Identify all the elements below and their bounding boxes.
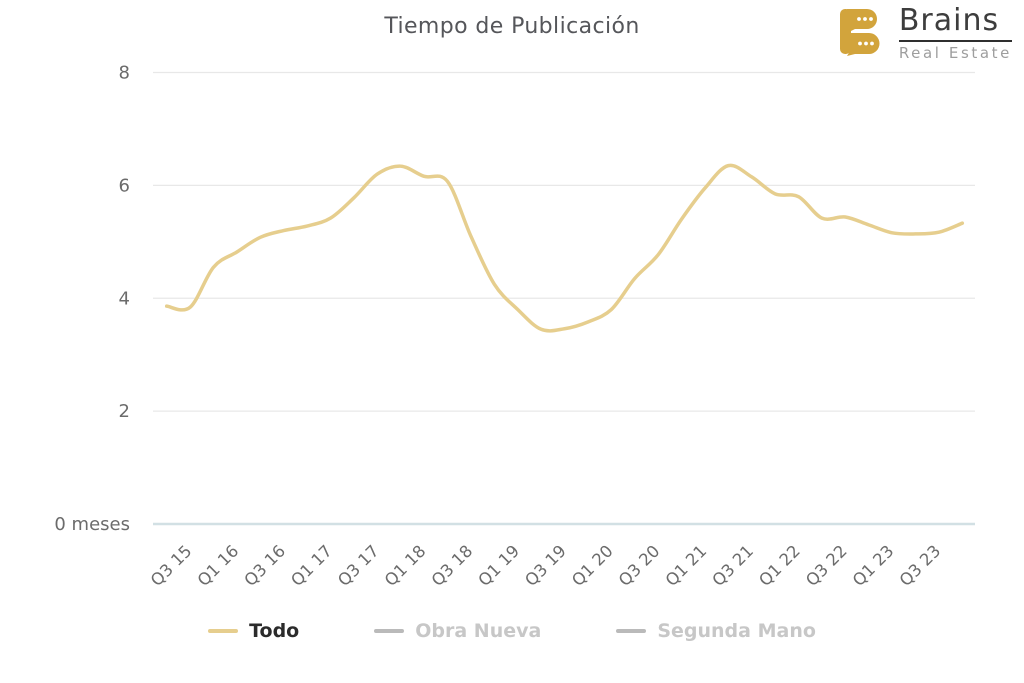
legend-label-obra-nueva: Obra Nueva <box>415 620 542 642</box>
x-axis-label: Q1 18 <box>381 541 430 590</box>
series-line-todo <box>164 163 965 333</box>
y-axis-label: 0 meses <box>54 514 130 535</box>
x-axis-label: Q1 21 <box>662 541 711 590</box>
chart-title: Tiempo de Publicación <box>384 14 640 39</box>
y-axis-label: 8 <box>119 63 130 84</box>
legend-item-todo[interactable]: Todo <box>208 620 299 642</box>
legend-label-segunda-mano: Segunda Mano <box>657 620 816 642</box>
legend-marker-obra-nueva <box>374 629 405 633</box>
x-axis-label: Q1 16 <box>194 541 243 590</box>
legend-label-todo: Todo <box>249 620 300 642</box>
brand-logo-text: Brains Real Estate <box>898 5 1012 62</box>
x-axis-label: Q3 17 <box>334 541 383 590</box>
x-axis-label: Q3 19 <box>521 541 570 590</box>
legend-marker-segunda-mano <box>616 629 647 633</box>
brains-logo-icon <box>837 7 889 60</box>
x-axis-label: Q3 15 <box>147 541 196 590</box>
legend-item-segunda-mano[interactable]: Segunda Mano <box>616 620 816 642</box>
y-axis-label: 2 <box>119 401 130 422</box>
x-axis-label: Q1 19 <box>475 541 524 590</box>
x-axis-label: Q3 23 <box>896 541 945 590</box>
brand-name: Brains <box>898 5 1012 42</box>
x-axis-label: Q3 21 <box>709 541 758 590</box>
legend-item-obra-nueva[interactable]: Obra Nueva <box>374 620 541 642</box>
x-axis-label: Q3 16 <box>241 541 290 590</box>
x-axis-label: Q1 23 <box>849 541 898 590</box>
x-axis-label: Q3 22 <box>802 541 851 590</box>
brand-tagline: Real Estate <box>898 43 1012 62</box>
legend-marker-todo <box>208 629 239 633</box>
x-axis-label: Q1 20 <box>568 541 617 590</box>
x-axis-label: Q3 18 <box>428 541 477 590</box>
x-axis-label: Q3 20 <box>615 541 664 590</box>
x-axis-label: Q1 22 <box>755 541 804 590</box>
y-axis-label: 6 <box>119 175 130 196</box>
x-axis-label: Q1 17 <box>287 541 336 590</box>
y-axis-label: 4 <box>119 288 130 309</box>
chart-legend: Todo Obra Nueva Segunda Mano <box>0 620 1024 642</box>
brand-logo: Brains Real Estate <box>837 5 1012 62</box>
